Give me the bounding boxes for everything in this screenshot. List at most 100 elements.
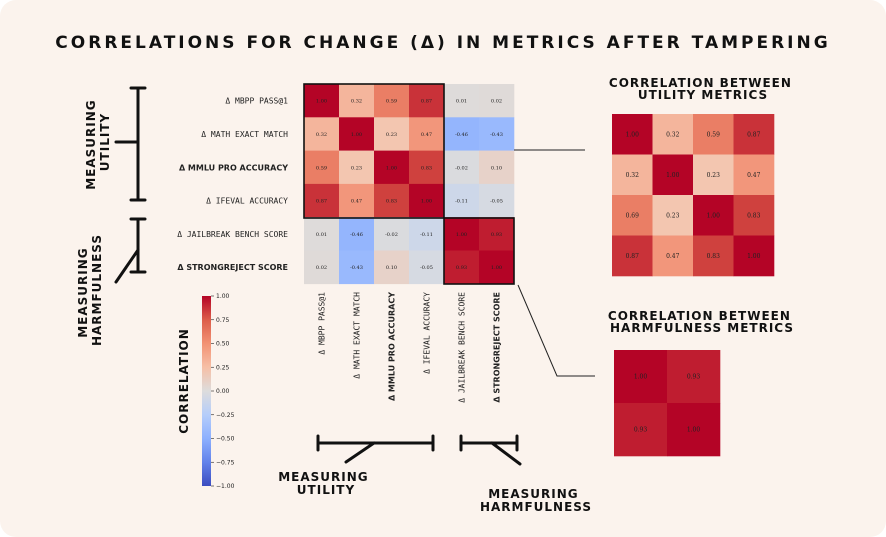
column-label: Δ MMLU PRO ACCURACY bbox=[388, 292, 397, 401]
heatmap-cell bbox=[479, 217, 515, 251]
harm-column-group-label: MEASURING HARMFULNESS bbox=[480, 487, 592, 514]
row-label: Δ STRONGREJECT SCORE bbox=[177, 263, 288, 272]
colorbar-tick-label: −0.25 bbox=[216, 412, 235, 419]
inset-cell bbox=[652, 235, 694, 277]
cell-value-label: 0.93 bbox=[491, 232, 502, 238]
row-label: Δ IFEVAL ACCURACY bbox=[206, 197, 288, 206]
colorbar-tick-label: −0.75 bbox=[216, 459, 235, 466]
inset-cell bbox=[652, 195, 694, 236]
cell-value-label: 0.01 bbox=[456, 99, 467, 105]
heatmap-cell bbox=[304, 183, 340, 218]
column-label: Δ JAILBREAK BENCH SCORE bbox=[458, 292, 467, 403]
inset-cell-value: 0.93 bbox=[687, 374, 701, 381]
inset-cell bbox=[612, 235, 653, 277]
heatmap-cell bbox=[409, 117, 445, 151]
inset-cell-value: 1.00 bbox=[634, 374, 648, 381]
cell-value-label: 1.00 bbox=[316, 99, 327, 105]
cell-value-label: -0.05 bbox=[490, 199, 503, 205]
inset-cell-value: 1.00 bbox=[687, 427, 701, 434]
heatmap-cell bbox=[339, 217, 375, 251]
inset-cell-value: 0.87 bbox=[747, 131, 761, 138]
heatmap-cell bbox=[304, 117, 340, 151]
heatmap-cell bbox=[339, 250, 375, 285]
heatmap-cell bbox=[374, 117, 410, 151]
harm-inset-title: CORRELATION BETWEEN HARMFULNESS METRICS bbox=[608, 309, 796, 335]
inset-cell-value: 0.47 bbox=[666, 253, 680, 260]
heatmap-cell bbox=[374, 183, 410, 218]
inset-cell bbox=[693, 195, 734, 236]
inset-cell-value: 0.59 bbox=[707, 131, 721, 138]
inset-cell-value: 0.83 bbox=[747, 212, 761, 219]
cell-value-label: -0.46 bbox=[455, 132, 468, 138]
heatmap-cell bbox=[304, 84, 340, 118]
cell-value-label: -0.05 bbox=[420, 265, 433, 271]
colorbar-tick-label: 1.00 bbox=[216, 293, 230, 300]
heatmap-cell bbox=[339, 84, 375, 118]
cell-value-label: -0.46 bbox=[350, 232, 363, 238]
cell-value-label: 0.87 bbox=[316, 199, 327, 205]
inset-cell bbox=[693, 235, 734, 277]
harm-block-outline bbox=[443, 217, 515, 285]
inset-cell bbox=[733, 114, 775, 155]
column-label: Δ IFEVAL ACCURACY bbox=[423, 292, 432, 374]
inset-cell bbox=[733, 235, 775, 277]
heatmap-cell bbox=[409, 183, 445, 218]
inset-cell bbox=[733, 195, 775, 236]
cell-value-label: 0.87 bbox=[421, 99, 432, 105]
cell-value-label: 0.32 bbox=[351, 99, 362, 105]
heatmap-cell bbox=[339, 183, 375, 218]
inset-cell-value: 1.00 bbox=[626, 131, 640, 138]
heatmap-cell bbox=[444, 183, 480, 218]
inset-cell bbox=[667, 403, 721, 457]
cell-value-label: -0.43 bbox=[490, 132, 503, 138]
inset-cell-value: 0.93 bbox=[634, 427, 648, 434]
utility-row-group-label: MEASURING UTILITY bbox=[84, 94, 112, 190]
inset-cell-value: 0.32 bbox=[666, 131, 680, 138]
cell-value-label: 0.83 bbox=[386, 199, 397, 205]
heatmap-cell bbox=[479, 117, 515, 151]
cell-value-label: 1.00 bbox=[491, 265, 502, 271]
cell-value-label: -0.02 bbox=[385, 232, 398, 238]
cell-value-label: 1.00 bbox=[421, 199, 432, 205]
inset-cell bbox=[652, 114, 694, 155]
heatmap-cell bbox=[479, 183, 515, 218]
cell-value-label: 0.10 bbox=[386, 265, 397, 271]
cell-value-label: 0.59 bbox=[316, 165, 327, 171]
colorbar-ticks: 1.00 0.75 0.50 0.25 0.00 −0.25 −0.50 −0.75 −1.00 bbox=[211, 293, 235, 490]
column-label: Δ STRONGREJECT SCORE bbox=[493, 292, 502, 403]
row-label: Δ JAILBREAK BENCH SCORE bbox=[177, 230, 288, 239]
heatmap-cell bbox=[444, 217, 480, 251]
row-labels: Δ MBPP PASS@1 Δ MATH EXACT MATCH Δ MMLU PR… bbox=[177, 97, 288, 272]
figure-title: CORRELATIONS FOR CHANGE (Δ) IN METRICS A… bbox=[55, 33, 830, 53]
harm-inset-connector bbox=[517, 284, 595, 377]
inset-cell bbox=[612, 114, 653, 155]
inset-cell bbox=[693, 114, 734, 155]
column-labels: Δ MBPP PASS@1 Δ MATH EXACT MATCH Δ MMLU PR… bbox=[318, 292, 502, 403]
heatmap-cell bbox=[304, 150, 340, 185]
inset-cell-value: 0.23 bbox=[707, 172, 721, 179]
inset-cell bbox=[612, 195, 653, 236]
cell-value-label: 0.47 bbox=[351, 199, 362, 205]
utility-inset-heatmap: 1.00 0.32 0.59 0.87 0.32 1.00 0.23 0.47 0.69 0.23… bbox=[612, 114, 775, 277]
heatmap-cell bbox=[374, 217, 410, 251]
inset-cell-value: 0.32 bbox=[626, 172, 640, 179]
heatmap-cell bbox=[409, 250, 445, 285]
heatmap-cell bbox=[479, 250, 515, 285]
cell-value-label: -0.43 bbox=[350, 265, 363, 271]
cell-value-label: 0.23 bbox=[351, 165, 362, 171]
harm-row-bracket bbox=[114, 217, 147, 284]
cell-value-label: 0.01 bbox=[316, 232, 327, 238]
row-label: Δ MATH EXACT MATCH bbox=[201, 130, 288, 139]
cell-value-label: 1.00 bbox=[351, 132, 362, 138]
colorbar-tick-label: −1.00 bbox=[216, 483, 235, 490]
colorbar-tick-label: −0.50 bbox=[216, 436, 235, 443]
cell-value-label: 0.23 bbox=[386, 132, 397, 138]
utility-block-outline bbox=[303, 83, 445, 219]
utility-column-bracket bbox=[316, 434, 435, 464]
heatmap-cell bbox=[479, 150, 515, 185]
inset-cell bbox=[733, 154, 775, 196]
cell-value-label: 0.32 bbox=[316, 132, 327, 138]
cell-value-label: 0.02 bbox=[491, 99, 502, 105]
